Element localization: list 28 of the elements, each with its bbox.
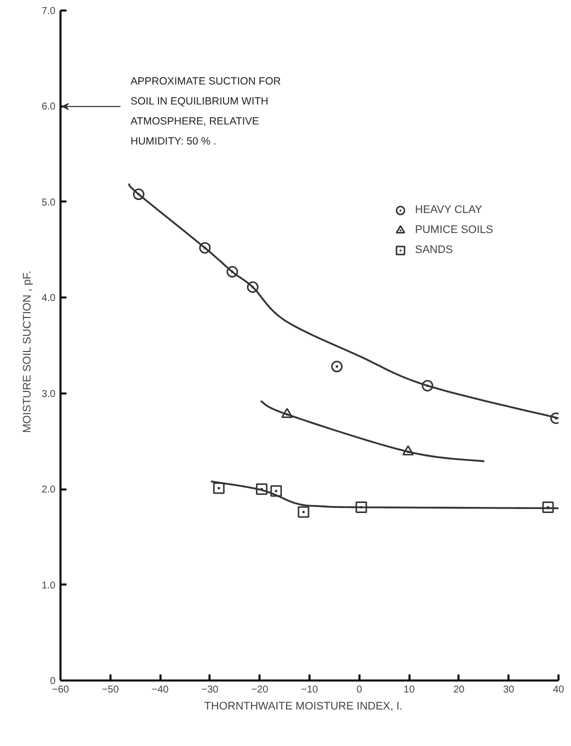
point [298,506,310,518]
legend-label: SANDS [415,244,453,256]
x-tick-label: −10 [301,684,318,696]
y-tick-label: 3.0 [42,388,56,400]
legend-label: PUMICE SOILS [415,224,494,236]
x-tick-label: −40 [152,684,170,696]
legend-label: HEAVY CLAY [415,204,482,216]
x-tick-label: −60 [52,684,70,696]
annotation: APPROXIMATE SUCTION FOR SOIL IN EQUILIBRIUM WITH ATMOSPHERE, RELATIVE HUMIDITY: 50 % . [130,76,282,148]
x-tick-label: −20 [251,684,269,696]
y-tick-label: 2.0 [42,484,56,496]
x-tick-label: 30 [503,684,515,696]
y-tick-label: 1.0 [42,580,56,592]
x-tick-label: 10 [404,684,416,696]
point [331,360,343,372]
x-axis-title: THORNTHWAITE MOISTURE INDEX, I. [204,700,403,712]
point [213,482,225,494]
x-tick-label: 0 [356,684,363,696]
x-tick-label: −50 [102,684,120,696]
y-tick-label: 4.0 [42,293,56,304]
x-tick-label: 40 [552,684,564,696]
x-tick-label: 20 [453,684,465,696]
y-tick-label: 7.0 [42,6,56,17]
y-axis-title: MOISTURE SOIL SUCTION , pF. [22,270,34,433]
y-tick-label: 6.0 [42,102,56,113]
y-tick-label: 5.0 [42,197,56,208]
y-tick-label: 0 [50,676,56,687]
x-tick-label: −30 [201,684,219,696]
